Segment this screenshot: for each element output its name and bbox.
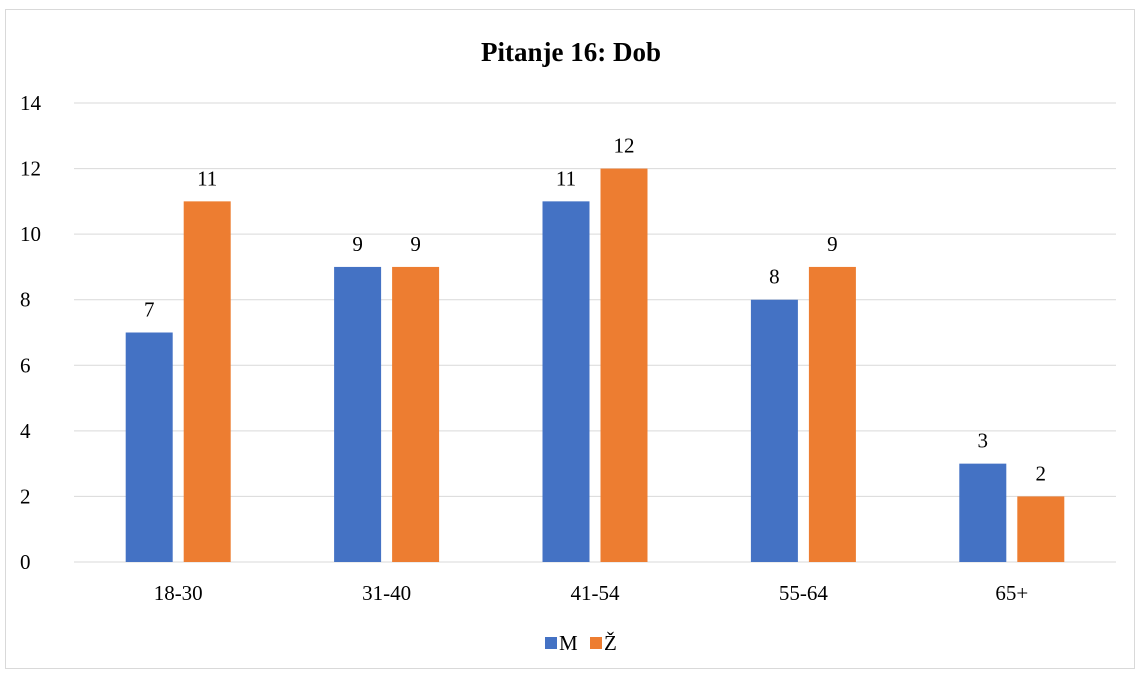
y-tick-label: 2	[20, 484, 31, 508]
data-label: 11	[197, 166, 217, 190]
bar-Ž-65+	[1017, 496, 1065, 562]
x-tick-label: 55-64	[779, 581, 828, 605]
data-labels: 7 11 9 9 11 12 8 9 3 2	[144, 134, 1046, 486]
legend-label: M	[559, 631, 578, 655]
y-tick-label: 10	[20, 222, 41, 246]
data-label: 3	[978, 429, 989, 453]
x-tick-label: 18-30	[154, 581, 203, 605]
bar-Ž-31-40	[392, 266, 440, 562]
bar-Ž-55-64	[808, 266, 856, 562]
y-tick-label: 4	[20, 419, 31, 443]
x-tick-label: 31-40	[362, 581, 411, 605]
chart-title: Pitanje 16: Dob	[481, 37, 661, 67]
bar-M-31-40	[334, 266, 382, 562]
y-axis-ticks: 0 2 4 6 8 10 12 14	[20, 91, 42, 574]
bar-M-41-54	[542, 201, 590, 562]
bar-Ž-18-30	[183, 201, 231, 562]
y-tick-label: 0	[20, 550, 31, 574]
data-label: 12	[614, 134, 635, 158]
data-label: 8	[769, 265, 780, 289]
legend-label: Ž	[604, 631, 617, 655]
bar-M-55-64	[750, 299, 798, 562]
data-label: 9	[352, 232, 363, 256]
data-label: 7	[144, 298, 155, 322]
y-tick-label: 12	[20, 157, 41, 181]
bar-Ž-41-54	[600, 168, 648, 563]
bar-M-65+	[959, 463, 1007, 562]
data-label: 9	[827, 232, 838, 256]
y-tick-label: 8	[20, 288, 31, 312]
data-label: 9	[410, 232, 421, 256]
legend-swatch-M	[545, 637, 557, 649]
data-label: 11	[556, 166, 576, 190]
x-tick-label: 65+	[995, 581, 1028, 605]
legend-swatch-Ž	[590, 637, 602, 649]
gridlines	[74, 102, 1116, 563]
bars	[125, 168, 1065, 563]
y-tick-label: 14	[20, 91, 42, 115]
bar-M-18-30	[125, 332, 173, 562]
chart-frame: Pitanje 16: Dob 0 2 4 6 8 10 12 14 7 11 9 9 11 12 8 9 3…	[5, 9, 1135, 669]
bar-chart: Pitanje 16: Dob 0 2 4 6 8 10 12 14 7 11 9 9 11 12 8 9 3…	[20, 37, 1116, 655]
y-tick-label: 6	[20, 353, 31, 377]
data-label: 2	[1036, 461, 1047, 485]
x-axis-ticks: 18-30 31-40 41-54 55-64 65+	[154, 581, 1029, 605]
x-tick-label: 41-54	[571, 581, 620, 605]
